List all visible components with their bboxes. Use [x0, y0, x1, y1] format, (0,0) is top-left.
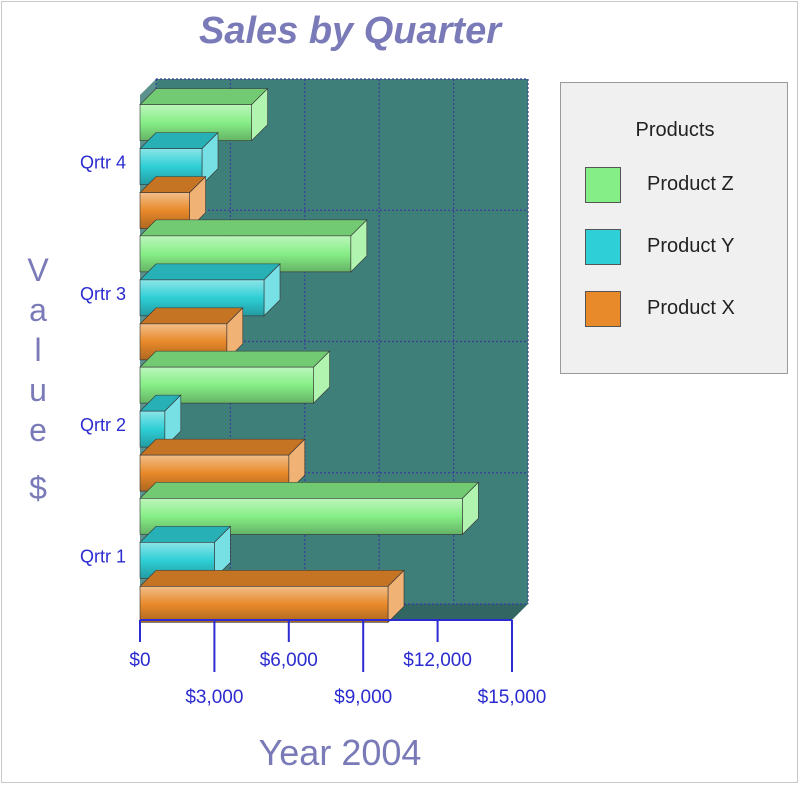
bar-top-face [139, 350, 331, 368]
bar-top-face [139, 88, 269, 105]
y-tick-label: Qrtr 2 [80, 415, 126, 435]
x-tick-label: $15,000 [478, 687, 547, 708]
x-axis-title: Year 2004 [258, 732, 422, 773]
x-tick-label: $0 [129, 650, 150, 671]
bar-top-face [139, 482, 480, 499]
x-tick-label: $9,000 [334, 687, 392, 708]
x-tick-label: $3,000 [185, 687, 243, 708]
y-axis-title-char: $ [29, 470, 47, 506]
y-axis-title-char: e [29, 412, 47, 448]
legend: Products Product Z Product Y Product X [560, 82, 788, 374]
chart-title: Sales by Quarter [198, 10, 502, 52]
legend-label: Product X [647, 297, 735, 319]
legend-title: Products [635, 119, 715, 141]
bar-top-face [139, 219, 368, 237]
legend-item-product-y: Product Y [583, 227, 783, 267]
y-axis-title-char: l [34, 332, 42, 368]
legend-label: Product Z [647, 173, 734, 195]
legend-item-product-z: Product Z [583, 165, 783, 205]
y-tick-label: Qrtr 1 [80, 546, 126, 566]
x-tick-label: $12,000 [403, 650, 472, 671]
y-axis-title-char: V [27, 252, 49, 288]
bar [139, 586, 389, 623]
bar-top-face [139, 307, 244, 325]
legend-swatch [585, 229, 621, 265]
y-axis-title-char: u [29, 372, 47, 408]
legend-swatch [585, 291, 621, 327]
y-axis-title-char: a [29, 292, 47, 328]
x-tick-label: $6,000 [260, 650, 318, 671]
legend-label: Product Y [647, 235, 735, 257]
legend-item-product-x: Product X [583, 289, 783, 329]
y-tick-label: Qrtr 4 [80, 153, 126, 173]
bar-top-face [139, 263, 281, 281]
y-tick-label: Qrtr 3 [80, 284, 126, 304]
bar-top-face [139, 438, 306, 456]
legend-swatch [585, 167, 621, 203]
bar-top-face [139, 570, 405, 587]
